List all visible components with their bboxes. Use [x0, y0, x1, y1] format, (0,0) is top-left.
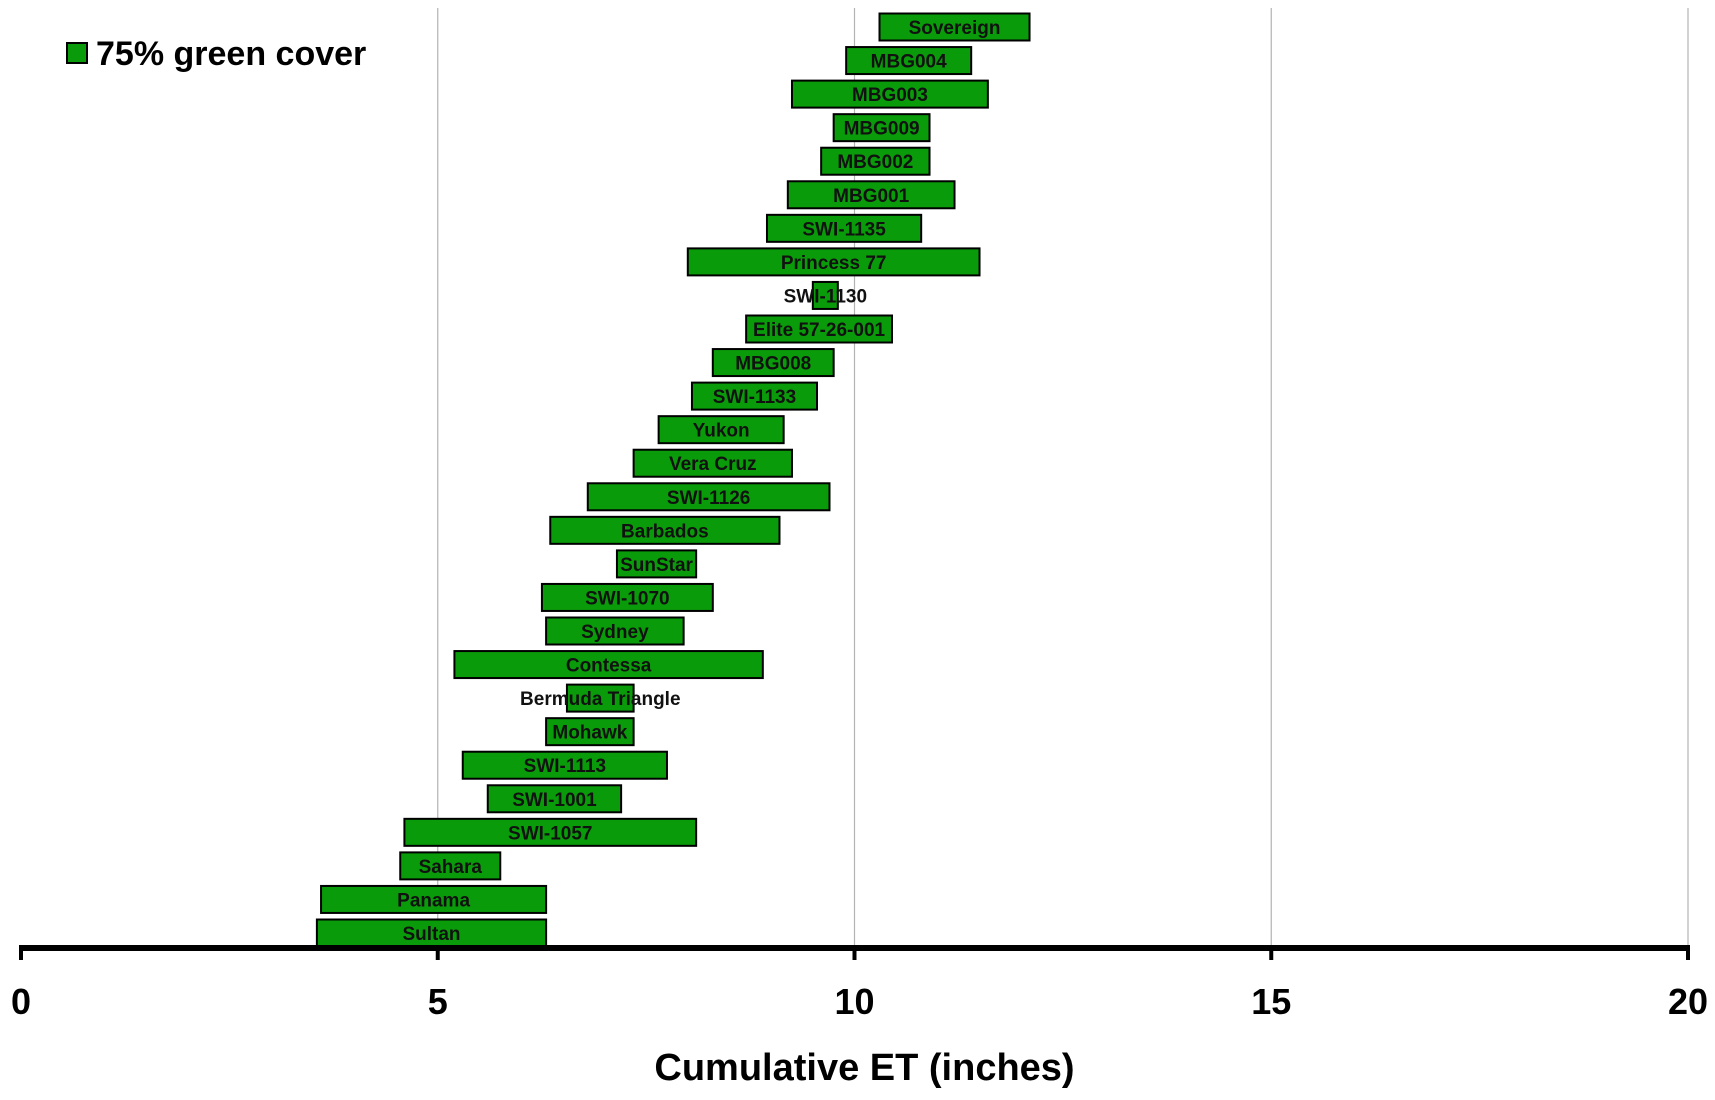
- bar-label-sunstar: SunStar: [620, 555, 693, 576]
- x-tick-label-0: 0: [11, 981, 31, 1022]
- bar-group-sunstar: SunStar: [615, 549, 698, 579]
- bar-group-barbados: Barbados: [549, 515, 781, 545]
- bar-swi-1130: [811, 280, 839, 310]
- bar-group-panama: Panama: [320, 884, 548, 914]
- bar-group-swi-1057: SWI-1057: [403, 817, 698, 847]
- bar-mbg009: [832, 113, 931, 143]
- legend-label: 75% green cover: [96, 35, 366, 73]
- bar-label-swi-1135: SWI-1135: [802, 219, 886, 240]
- bar-mbg008: [711, 348, 835, 378]
- bar-group-sultan: Sultan: [315, 918, 548, 948]
- bar-barbados: [549, 515, 781, 545]
- bar-label-swi-1113: SWI-1113: [524, 756, 606, 777]
- bar-label-mbg001: MBG001: [833, 186, 909, 207]
- bar-label-mbg003: MBG003: [852, 85, 928, 106]
- x-tick-label-5: 5: [428, 981, 448, 1022]
- bar-label-swi-1001: SWI-1001: [512, 790, 597, 811]
- bar-label-mbg008: MBG008: [735, 354, 811, 375]
- bar-group-sydney: Sydney: [545, 616, 685, 646]
- bar-mbg004: [845, 46, 973, 76]
- bar-label-mbg002: MBG002: [837, 152, 913, 173]
- bar-label-princess-77: Princess 77: [781, 253, 887, 274]
- bar-sydney: [545, 616, 685, 646]
- bar-label-swi-1057: SWI-1057: [508, 823, 592, 844]
- x-tick-label-10: 10: [834, 981, 874, 1022]
- bar-label-swi-1070: SWI-1070: [585, 588, 669, 609]
- bar-group-vera-cruz: Vera Cruz: [632, 448, 793, 478]
- bar-label-mohawk: Mohawk: [552, 723, 627, 744]
- bar-mbg003: [790, 79, 989, 109]
- bar-sultan: [315, 918, 548, 948]
- bar-group-sovereign: Sovereign: [878, 12, 1031, 42]
- x-axis: 0 5 10 15 20: [11, 945, 1708, 1022]
- bar-mohawk: [545, 717, 635, 747]
- bar-label-swi-1126: SWI-1126: [667, 488, 750, 509]
- bar-label-swi-1133: SWI-1133: [713, 387, 796, 408]
- bar-swi-1133: [690, 381, 818, 411]
- bar-label-mbg009: MBG009: [844, 119, 920, 140]
- bar-panama: [320, 884, 548, 914]
- bar-mbg002: [820, 146, 931, 176]
- x-axis-title: Cumulative ET (inches): [654, 1047, 1074, 1089]
- bar-swi-1113: [461, 750, 668, 780]
- bar-swi-1001: [486, 784, 623, 814]
- x-tick-label-15: 15: [1251, 981, 1291, 1022]
- bar-group-mbg004: MBG004: [845, 46, 973, 76]
- bar-label-sahara: Sahara: [419, 857, 483, 878]
- bar-group-swi-1126: SWI-1126: [586, 482, 831, 512]
- gridlines: [437, 8, 1689, 948]
- bar-group-swi-1070: SWI-1070: [540, 582, 714, 612]
- bar-elite-57-26-001: [745, 314, 894, 344]
- bar-princess-77: [686, 247, 981, 277]
- bar-group-mbg003: MBG003: [790, 79, 989, 109]
- bar-yukon: [657, 415, 785, 445]
- bar-swi-1057: [403, 817, 698, 847]
- bar-group-swi-1001: SWI-1001: [486, 784, 623, 814]
- bar-label-barbados: Barbados: [621, 521, 709, 542]
- bar-group-princess-77: Princess 77: [686, 247, 981, 277]
- x-tick-label-20: 20: [1668, 981, 1708, 1022]
- bar-contessa: [453, 650, 764, 680]
- bar-swi-1126: [586, 482, 831, 512]
- bar-group-swi-1133: SWI-1133: [690, 381, 818, 411]
- legend: 75% green cover: [66, 35, 366, 73]
- bar-group-swi-1130: SWI-1130: [784, 280, 867, 310]
- bar-sahara: [399, 851, 502, 881]
- bar-group-mbg009: MBG009: [832, 113, 931, 143]
- bar-label-elite-57-26-001: Elite 57-26-001: [753, 320, 885, 341]
- bar-label-sydney: Sydney: [581, 622, 649, 643]
- bar-label-bermuda-triangle: Bermuda Triangle: [520, 689, 681, 710]
- bar-vera-cruz: [632, 448, 793, 478]
- bar-sunstar: [615, 549, 698, 579]
- bar-bermuda-triangle: [565, 683, 635, 713]
- bar-label-panama: Panama: [397, 890, 470, 911]
- bar-label-contessa: Contessa: [566, 656, 652, 677]
- bar-group-elite-57-26-001: Elite 57-26-001: [745, 314, 894, 344]
- bar-group-mbg002: MBG002: [820, 146, 931, 176]
- bar-group-mbg001: MBG001: [786, 180, 956, 210]
- bar-group-contessa: Contessa: [453, 650, 764, 680]
- bar-label-sovereign: Sovereign: [909, 18, 1001, 39]
- bar-label-vera-cruz: Vera Cruz: [669, 454, 757, 475]
- bar-group-yukon: Yukon: [657, 415, 785, 445]
- bar-group-mohawk: Mohawk: [545, 717, 635, 747]
- bar-group-bermuda-triangle: Bermuda Triangle: [520, 683, 681, 713]
- bar-label-mbg004: MBG004: [871, 52, 947, 73]
- bar-swi-1135: [765, 213, 923, 243]
- bar-sovereign: [878, 12, 1031, 42]
- bar-label-swi-1130: SWI-1130: [784, 286, 867, 307]
- bar-label-sultan: Sultan: [402, 924, 460, 945]
- bar-label-yukon: Yukon: [693, 421, 750, 442]
- bar-swi-1070: [540, 582, 714, 612]
- bars: Sovereign MBG004 MBG003 MBG009 MBG002 MBG001 S…: [315, 12, 1031, 948]
- bar-group-swi-1113: SWI-1113: [461, 750, 668, 780]
- bar-mbg001: [786, 180, 956, 210]
- bar-group-swi-1135: SWI-1135: [765, 213, 923, 243]
- bar-group-mbg008: MBG008: [711, 348, 835, 378]
- bar-group-sahara: Sahara: [399, 851, 502, 881]
- legend-swatch: [66, 42, 88, 64]
